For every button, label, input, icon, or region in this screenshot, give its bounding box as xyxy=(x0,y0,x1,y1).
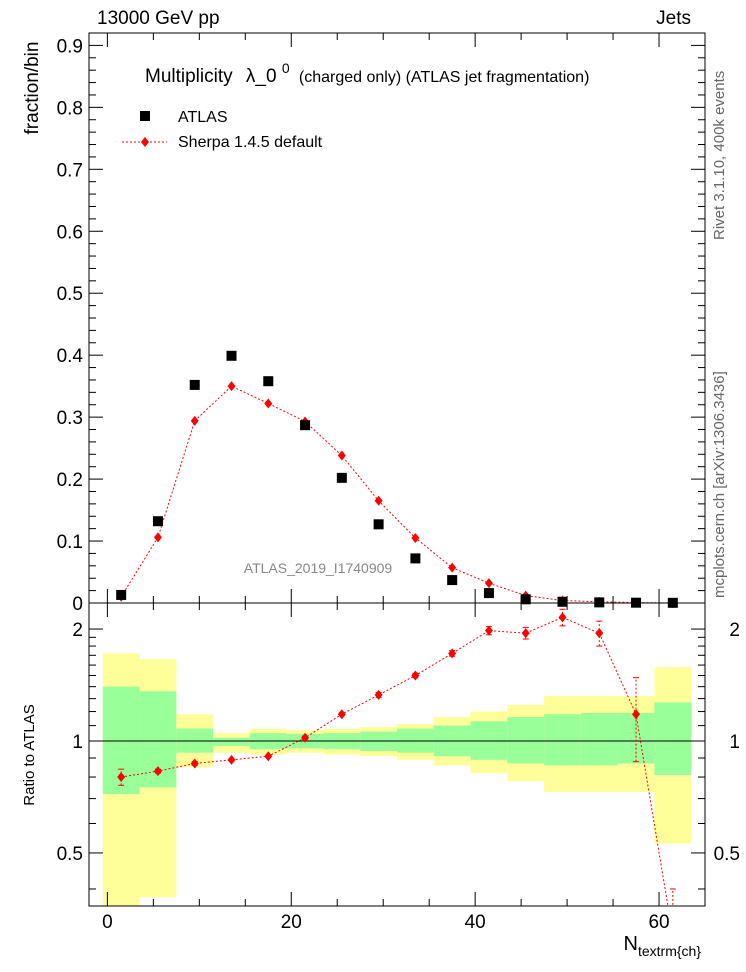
sherpa-point xyxy=(190,415,199,426)
ratio-point xyxy=(632,709,641,720)
x-axis-label-sub: textrm{ch} xyxy=(638,943,701,959)
x-axis-label: Ntextrm{ch} xyxy=(624,933,702,959)
y-tick-label: 0.4 xyxy=(57,346,84,367)
y-tick-label: 0.1 xyxy=(57,532,83,553)
ratio-y-tick-label-right: 2 xyxy=(729,620,740,641)
ratio-frame xyxy=(88,602,706,907)
category-label: Jets xyxy=(656,8,691,29)
ratio-y-tick-label: 1 xyxy=(72,732,83,753)
uncertainty-band-inner xyxy=(507,717,545,764)
title-suffix: (charged only) (ATLAS jet fragmentation) xyxy=(299,69,590,86)
ratio-point xyxy=(374,689,383,700)
energy-label: 13000 GeV pp xyxy=(97,8,220,29)
x-axis-label-main: N xyxy=(624,933,638,955)
ratio-data xyxy=(117,608,676,906)
uncertainty-band-inner xyxy=(544,714,581,766)
y-axis-label: fraction/bin xyxy=(22,42,43,135)
atlas-point xyxy=(336,472,347,483)
y-tick-label: 0.3 xyxy=(57,408,83,429)
mcplots-label: mcplots.cern.ch [arXiv:1306.3436] xyxy=(711,371,728,598)
legend-atlas-marker xyxy=(140,111,150,121)
ratio-point xyxy=(337,709,346,720)
atlas-point xyxy=(557,596,568,607)
ratio-point xyxy=(411,670,420,681)
y-tick-label: 0.6 xyxy=(57,222,83,243)
atlas-point xyxy=(189,379,200,390)
atlas-point xyxy=(300,420,311,431)
atlas-point xyxy=(226,350,237,361)
atlas-point xyxy=(520,594,531,605)
legend-atlas-label: ATLAS xyxy=(178,109,228,126)
ratio-y-tick-label-right: 0.5 xyxy=(714,844,740,865)
y-tick-label: 0.9 xyxy=(57,36,83,57)
ratio-panel: 0.5 0.51 12 20 20 40 60 Ratio to ATLAS Ntextrm… xyxy=(21,602,740,959)
ratio-y-axis-label: Ratio to ATLAS xyxy=(21,704,38,805)
ratio-point xyxy=(521,628,530,639)
atlas-point xyxy=(447,575,458,586)
ratio-point xyxy=(153,766,162,777)
ratio-point xyxy=(558,612,567,623)
atlas-point xyxy=(152,516,163,527)
atlas-point xyxy=(483,588,494,599)
title-superscript: 0 xyxy=(282,60,290,76)
atlas-point xyxy=(263,376,274,387)
ratio-point xyxy=(484,625,493,636)
x-tick-label: 0 xyxy=(102,912,113,933)
main-panel: ATLAS_2019_I1740909 0.10.20.30.40.50.60.… xyxy=(22,32,706,615)
analysis-watermark: ATLAS_2019_I1740909 xyxy=(244,560,393,576)
atlas-point xyxy=(116,589,127,600)
ratio-bands xyxy=(89,653,705,906)
legend-sherpa-marker xyxy=(141,137,149,147)
main-ticks: 0.1 0.2 0.3 0.4 0.5 0.6 0.7 0.8 0.9 0 xyxy=(57,33,705,615)
ratio-point xyxy=(227,754,236,765)
atlas-point xyxy=(594,597,605,608)
sherpa-point xyxy=(484,578,493,589)
uncertainty-band-inner xyxy=(580,712,618,766)
sherpa-point xyxy=(337,450,346,461)
y-tick-label-zero: 0 xyxy=(72,594,83,615)
x-tick-label: 60 xyxy=(648,912,669,933)
atlas-point xyxy=(410,553,421,564)
ratio-point xyxy=(117,772,126,783)
sherpa-point xyxy=(448,562,457,573)
x-tick-label: 40 xyxy=(465,912,486,933)
chart-title: Multiplicity λ_0 0 (charged only) (ATLAS… xyxy=(145,57,589,87)
title-symbol: λ_0 xyxy=(246,66,277,87)
ratio-point xyxy=(264,751,273,762)
ratio-line xyxy=(121,616,669,906)
y-tick-label: 0.2 xyxy=(57,470,83,491)
ratio-y-tick-label: 0.5 xyxy=(57,844,83,865)
y-tick-label: 0.7 xyxy=(57,160,83,181)
ratio-point xyxy=(448,648,457,659)
ratio-point xyxy=(595,628,604,639)
sherpa-point xyxy=(153,532,162,543)
y-tick-label: 0.5 xyxy=(57,284,83,305)
sherpa-point xyxy=(411,532,420,543)
sherpa-line xyxy=(120,385,673,604)
uncertainty-band-inner xyxy=(213,737,250,746)
sherpa-point xyxy=(227,381,236,392)
sherpa-point xyxy=(374,495,383,506)
ratio-y-tick-label: 2 xyxy=(72,620,83,641)
ratio-point xyxy=(301,732,310,743)
y-tick-label: 0.8 xyxy=(57,98,83,119)
x-tick-label: 20 xyxy=(281,912,302,933)
ratio-point xyxy=(190,758,199,769)
legend-sherpa-label: Sherpa 1.4.5 default xyxy=(178,134,323,151)
legend: ATLAS Sherpa 1.4.5 default xyxy=(122,109,323,151)
ratio-y-tick-label-right: 1 xyxy=(729,732,740,753)
title-prefix: Multiplicity xyxy=(145,66,233,87)
ratio-clipped-group xyxy=(117,608,676,906)
rivet-version-label: Rivet 3.1.10, 400k events xyxy=(711,71,728,240)
ratio-ticks: 0.5 0.51 12 20 20 40 60 xyxy=(57,603,740,933)
sherpa-point xyxy=(264,398,273,409)
uncertainty-band-inner xyxy=(654,702,692,776)
atlas-point xyxy=(373,519,384,530)
